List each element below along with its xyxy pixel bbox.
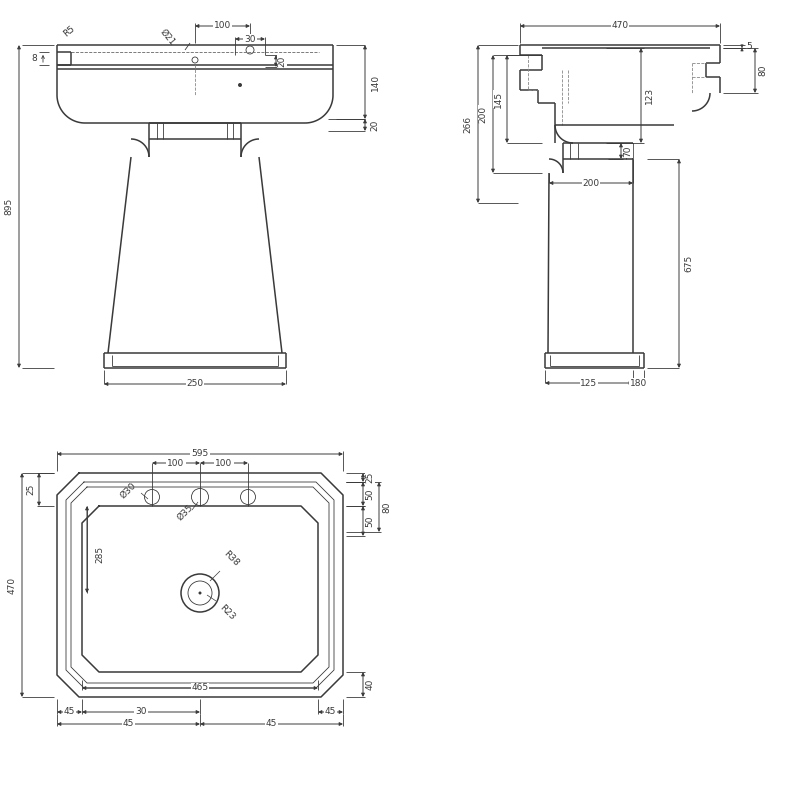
Text: Ø21: Ø21 <box>158 27 177 47</box>
Text: 30: 30 <box>244 34 256 43</box>
Text: 465: 465 <box>191 683 209 693</box>
Text: Ø30: Ø30 <box>118 482 138 501</box>
Text: R23: R23 <box>218 603 237 622</box>
Circle shape <box>238 83 242 87</box>
Text: 70: 70 <box>623 146 633 157</box>
Text: 20: 20 <box>278 55 286 66</box>
Text: 100: 100 <box>214 22 231 30</box>
Text: 80: 80 <box>758 64 767 76</box>
Text: 140: 140 <box>370 74 379 90</box>
Text: 895: 895 <box>5 198 14 215</box>
Text: 45: 45 <box>64 707 75 717</box>
Text: 50: 50 <box>366 488 374 500</box>
Text: 250: 250 <box>186 379 203 389</box>
Text: 45: 45 <box>266 719 277 729</box>
Text: 285: 285 <box>95 546 105 563</box>
Text: 200: 200 <box>582 178 599 187</box>
Text: 100: 100 <box>167 458 185 467</box>
Text: 470: 470 <box>7 577 17 594</box>
Text: 25: 25 <box>366 472 374 483</box>
Text: 470: 470 <box>611 22 629 30</box>
Text: 45: 45 <box>325 707 336 717</box>
Text: Ø35: Ø35 <box>175 503 195 522</box>
Text: 675: 675 <box>685 255 694 272</box>
Text: 40: 40 <box>366 679 374 690</box>
Text: 5: 5 <box>746 42 752 51</box>
Text: 50: 50 <box>366 515 374 526</box>
Text: 180: 180 <box>630 378 647 387</box>
Circle shape <box>198 591 202 594</box>
Text: 25: 25 <box>26 484 35 495</box>
Text: 266: 266 <box>463 115 473 133</box>
Text: 200: 200 <box>478 106 487 122</box>
Text: 123: 123 <box>645 87 654 104</box>
Text: 8: 8 <box>31 54 37 63</box>
Text: R38: R38 <box>222 549 241 568</box>
Text: 30: 30 <box>135 707 146 717</box>
Text: 20: 20 <box>370 119 379 130</box>
Text: 125: 125 <box>581 378 598 387</box>
Text: 100: 100 <box>215 458 233 467</box>
Text: 80: 80 <box>382 502 391 513</box>
Text: 595: 595 <box>191 450 209 458</box>
Text: 45: 45 <box>123 719 134 729</box>
Text: 145: 145 <box>494 90 502 107</box>
Text: R5: R5 <box>62 24 77 38</box>
